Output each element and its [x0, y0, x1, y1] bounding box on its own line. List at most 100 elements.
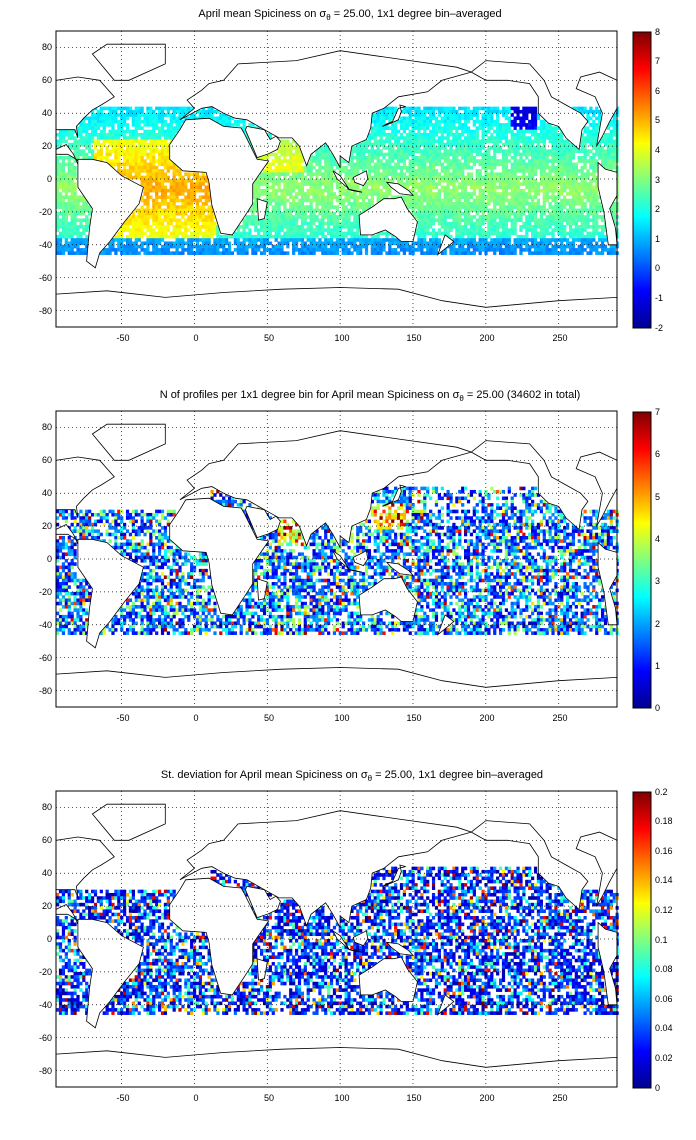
heatmap-cell: [181, 186, 184, 190]
heatmap-cell: [540, 225, 543, 229]
heatmap-cell: [455, 192, 458, 196]
heatmap-cell: [353, 169, 356, 173]
heatmap-cell: [455, 189, 458, 193]
heatmap-cell: [464, 117, 467, 121]
heatmap-cell: [592, 238, 595, 242]
heatmap-cell: [447, 202, 450, 206]
heatmap-cell: [432, 130, 435, 134]
heatmap-cell: [277, 159, 280, 163]
heatmap-cell: [173, 166, 176, 170]
heatmap-cell: [108, 130, 111, 134]
heatmap-cell: [566, 182, 569, 186]
heatmap-cell: [342, 192, 345, 196]
heatmap-cell: [132, 133, 135, 137]
heatmap-cell: [546, 189, 549, 193]
heatmap-cell: [368, 156, 371, 160]
heatmap-cell: [508, 202, 511, 206]
heatmap-cell: [62, 218, 65, 222]
heatmap-cell: [470, 228, 473, 232]
heatmap-cell: [318, 202, 321, 206]
heatmap-cell: [359, 195, 362, 199]
heatmap-cell: [138, 123, 141, 127]
heatmap-cell: [391, 149, 394, 153]
heatmap-cell: [537, 199, 540, 203]
heatmap-cell: [345, 222, 348, 226]
heatmap-cell: [216, 235, 219, 239]
heatmap-cell: [449, 215, 452, 219]
heatmap-cell: [537, 159, 540, 163]
heatmap-cell: [452, 120, 455, 124]
heatmap-cell: [158, 225, 161, 229]
heatmap-cell: [141, 159, 144, 163]
heatmap-cell: [196, 238, 199, 242]
heatmap-cell: [554, 166, 557, 170]
heatmap-cell: [412, 182, 415, 186]
heatmap-cell: [117, 146, 120, 150]
heatmap-cell: [572, 228, 575, 232]
heatmap-cell: [202, 182, 205, 186]
heatmap-cell: [353, 149, 356, 153]
heatmap-cell: [560, 140, 563, 144]
heatmap-cell: [496, 117, 499, 121]
heatmap-cell: [286, 235, 289, 239]
heatmap-cell: [525, 166, 528, 170]
heatmap-cell: [59, 205, 62, 209]
heatmap-cell: [455, 205, 458, 209]
heatmap-cell: [158, 133, 161, 137]
heatmap-cell: [161, 149, 164, 153]
heatmap-cell: [173, 232, 176, 236]
heatmap-cell: [508, 218, 511, 222]
heatmap-cell: [516, 117, 519, 121]
heatmap-cell: [76, 146, 79, 150]
heatmap-cell: [549, 238, 552, 242]
heatmap-cell: [595, 202, 598, 206]
heatmap-cell: [414, 123, 417, 127]
heatmap-cell: [589, 218, 592, 222]
heatmap-cell: [167, 235, 170, 239]
heatmap-cell: [417, 199, 420, 203]
heatmap-cell: [187, 199, 190, 203]
heatmap-cell: [546, 133, 549, 137]
heatmap-cell: [135, 166, 138, 170]
heatmap-cell: [327, 163, 330, 167]
heatmap-cell: [522, 153, 525, 157]
heatmap-cell: [467, 133, 470, 137]
heatmap-cell: [164, 202, 167, 206]
heatmap-cell: [175, 189, 178, 193]
heatmap-cell: [277, 212, 280, 216]
heatmap-cell: [193, 182, 196, 186]
heatmap-cell: [531, 149, 534, 153]
heatmap-cell: [572, 199, 575, 203]
heatmap-cell: [473, 222, 476, 226]
heatmap-cell: [129, 238, 132, 242]
heatmap-cell: [175, 110, 178, 114]
heatmap-cell: [333, 225, 336, 229]
heatmap-cell: [543, 163, 546, 167]
heatmap-cell: [359, 205, 362, 209]
heatmap-cell: [447, 140, 450, 144]
heatmap-cell: [481, 120, 484, 124]
heatmap-cell: [365, 163, 368, 167]
heatmap-cell: [464, 218, 467, 222]
heatmap-cell: [505, 179, 508, 183]
heatmap-cell: [161, 209, 164, 213]
heatmap-cell: [143, 136, 146, 140]
heatmap-cell: [94, 120, 97, 124]
heatmap-cell: [476, 212, 479, 216]
heatmap-cell: [62, 228, 65, 232]
heatmap-cell: [173, 212, 176, 216]
heatmap-cell: [59, 186, 62, 190]
heatmap-cell: [455, 130, 458, 134]
heatmap-cell: [452, 153, 455, 157]
heatmap-cell: [123, 153, 126, 157]
heatmap-cell: [289, 153, 292, 157]
heatmap-cell: [484, 120, 487, 124]
heatmap-cell: [575, 228, 578, 232]
heatmap-cell: [347, 199, 350, 203]
heatmap-cell: [277, 235, 280, 239]
heatmap-cell: [181, 225, 184, 229]
heatmap-cell: [452, 195, 455, 199]
heatmap-cell: [470, 153, 473, 157]
heatmap-cell: [280, 215, 283, 219]
heatmap-cell: [578, 169, 581, 173]
